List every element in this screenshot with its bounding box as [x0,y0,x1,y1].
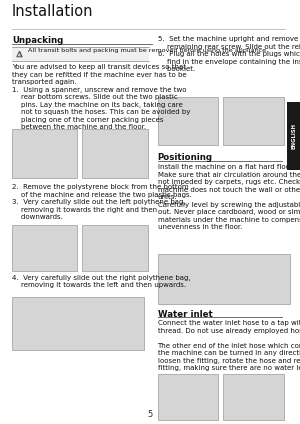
Text: 4.  Very carefully slide out the right polythene bag,
    removing it towards th: 4. Very carefully slide out the right po… [12,275,190,288]
Text: 5.  Set the machine upright and remove the
    remaining rear screw. Slide out t: 5. Set the machine upright and remove th… [158,36,300,72]
Bar [12,297,144,350]
Text: !: ! [18,52,21,57]
Text: 2.  Remove the polystyrene block from the bottom
    of the machine and release : 2. Remove the polystyrene block from the… [12,184,192,220]
Text: Positioning: Positioning [158,153,212,162]
FancyBboxPatch shape [287,102,300,170]
Bar [223,97,284,145]
Text: You are advised to keep all transit devices so that
they can be refitted if the : You are advised to keep all transit devi… [12,64,190,131]
Bar [82,225,148,271]
Text: Installation: Installation [12,4,94,19]
Text: ENGLISH: ENGLISH [291,123,296,149]
Bar [158,374,218,420]
Bar [223,374,284,420]
Polygon shape [17,51,22,57]
Text: 5: 5 [147,410,153,419]
Text: Unpacking: Unpacking [12,36,63,45]
Bar [158,97,218,145]
Bar [82,129,148,178]
Bar [12,225,77,271]
Text: All transit bolts and packing must be removed before using the appliance.: All transit bolts and packing must be re… [28,48,268,53]
Text: Install the machine on a flat hard floor.
Make sure that air circulation around : Install the machine on a flat hard floor… [158,164,300,230]
Bar [12,129,77,178]
Text: Connect the water inlet hose to a tap with a 3/4"
thread. Do not use already emp: Connect the water inlet hose to a tap wi… [158,320,300,371]
Bar [12,47,148,61]
Bar [158,254,290,304]
Text: Water inlet: Water inlet [158,310,212,318]
